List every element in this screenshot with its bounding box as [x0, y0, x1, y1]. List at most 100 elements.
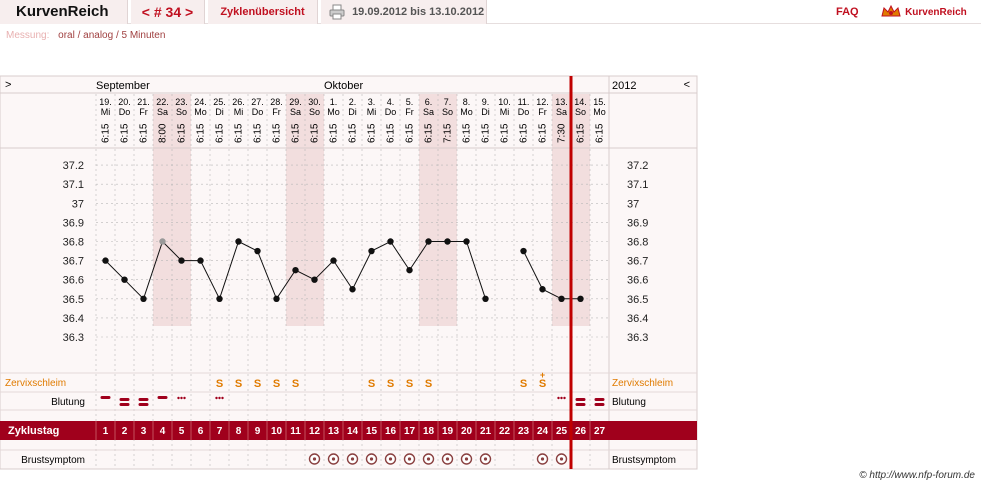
cervix-symbol-modifier: + — [540, 370, 545, 380]
logo[interactable]: KurvenReich — [880, 0, 967, 24]
day-weekday: Sa — [290, 107, 301, 117]
day-time: 6:15 — [500, 123, 511, 143]
spotting-dot — [183, 396, 186, 400]
weekend-column — [552, 94, 571, 326]
temperature-point — [159, 238, 166, 245]
measurement-info: Messung: oral / analog / 5 Minuten — [6, 30, 165, 41]
bleeding-heavy-mark — [594, 398, 605, 401]
row-label-bleeding: Blutung — [612, 397, 646, 408]
day-weekday: Di — [481, 107, 490, 117]
day-time: 6:15 — [215, 123, 226, 143]
day-date: 19. — [99, 97, 112, 107]
cervix-symbol: S — [235, 378, 242, 390]
day-time: 6:15 — [595, 123, 606, 143]
bleeding-heavy-mark — [575, 398, 586, 401]
app-title[interactable]: KurvenReich — [0, 0, 128, 24]
row-label-cervix: Zervixschleim — [612, 378, 673, 389]
cycle-day-number: 15 — [366, 426, 378, 437]
day-time: 7:15 — [443, 123, 454, 143]
spotting-dot — [560, 396, 563, 400]
day-time: 6:15 — [329, 123, 340, 143]
cervix-symbol: S — [520, 378, 527, 390]
day-date: 14. — [574, 97, 587, 107]
temperature-point — [520, 247, 527, 255]
day-date: 3. — [368, 97, 376, 107]
temperature-point — [197, 257, 204, 264]
cervix-symbol: S — [273, 378, 280, 390]
cycle-day-number: 8 — [236, 426, 242, 437]
day-time: 6:15 — [272, 123, 283, 143]
day-time: 6:15 — [348, 123, 359, 143]
day-date: 25. — [213, 97, 226, 107]
temperature-point — [235, 238, 242, 245]
cervix-symbol: S — [368, 378, 375, 390]
breast-symptom-icon — [331, 457, 336, 461]
day-time: 6:15 — [310, 123, 321, 143]
day-time: 8:00 — [158, 123, 169, 143]
cycle-day-number: 19 — [442, 426, 454, 437]
cervix-symbol: S — [406, 378, 413, 390]
weekend-column — [153, 94, 172, 326]
cycle-day-number: 27 — [594, 426, 606, 437]
cycle-overview-tab[interactable]: Zyklenübersicht — [208, 0, 318, 24]
day-date: 26. — [232, 97, 245, 107]
day-date: 6. — [425, 97, 433, 107]
cycle-day-number: 24 — [537, 426, 549, 437]
day-weekday: Mi — [500, 107, 510, 117]
row-label-bleeding: Blutung — [51, 397, 85, 408]
cycle-day-number: 1 — [103, 426, 109, 437]
cycle-navigation[interactable]: < # 34 > — [131, 0, 205, 24]
day-date: 23. — [175, 97, 188, 107]
day-weekday: So — [575, 107, 586, 117]
day-weekday: So — [442, 107, 453, 117]
day-weekday: Fr — [405, 107, 414, 117]
day-weekday: Fr — [272, 107, 281, 117]
day-time: 6:15 — [576, 123, 587, 143]
weekend-column — [305, 94, 324, 326]
breast-symptom-icon — [426, 457, 431, 461]
day-weekday: Do — [518, 107, 530, 117]
cycle-day-number: 2 — [122, 426, 128, 437]
day-weekday: So — [309, 107, 320, 117]
temperature-point — [539, 286, 546, 293]
cycle-day-number: 10 — [271, 426, 283, 437]
y-tick-label-left: 36.3 — [63, 332, 84, 344]
day-date: 7. — [444, 97, 452, 107]
row-label-cervix: Zervixschleim — [5, 378, 66, 389]
temperature-point — [463, 238, 470, 245]
y-tick-label-left: 36.9 — [63, 217, 84, 229]
cycle-day-number: 4 — [160, 426, 166, 437]
day-time: 7:30 — [557, 123, 568, 143]
cycle-day-number: 20 — [461, 426, 473, 437]
y-tick-label-right: 36.5 — [627, 294, 648, 306]
month-label: September — [96, 80, 150, 92]
day-time: 6:15 — [481, 123, 492, 143]
temperature-point — [349, 286, 356, 293]
temperature-point — [273, 295, 280, 302]
day-date: 15. — [593, 97, 606, 107]
y-tick-label-left: 36.6 — [63, 275, 84, 287]
y-tick-label-right: 36.3 — [627, 332, 648, 344]
cycle-day-number: 13 — [328, 426, 340, 437]
faq-link[interactable]: FAQ — [836, 6, 859, 18]
spotting-dot — [563, 396, 566, 400]
spotting-dot — [180, 396, 183, 400]
credit-text: © http://www.nfp-forum.de — [859, 470, 975, 481]
day-weekday: Sa — [423, 107, 434, 117]
top-bar: KurvenReich < # 34 > Zyklenübersicht 19.… — [0, 0, 981, 24]
day-time: 6:15 — [120, 123, 131, 143]
temperature-point — [292, 266, 299, 274]
y-tick-label-right: 37.1 — [627, 179, 648, 191]
printer-icon[interactable] — [329, 4, 345, 20]
spotting-dot — [215, 396, 218, 400]
breast-symptom-icon — [369, 457, 374, 461]
y-tick-label-right: 37.2 — [627, 160, 648, 172]
bleeding-heavy-mark — [119, 398, 130, 401]
y-tick-label-right: 36.6 — [627, 275, 648, 287]
bleeding-heavy-mark — [138, 403, 149, 406]
measurement-label: Messung: — [6, 30, 50, 41]
cycle-day-number: 18 — [423, 426, 435, 437]
row-label-cycle: Zyklustag — [8, 425, 59, 437]
temperature-point — [387, 238, 394, 245]
